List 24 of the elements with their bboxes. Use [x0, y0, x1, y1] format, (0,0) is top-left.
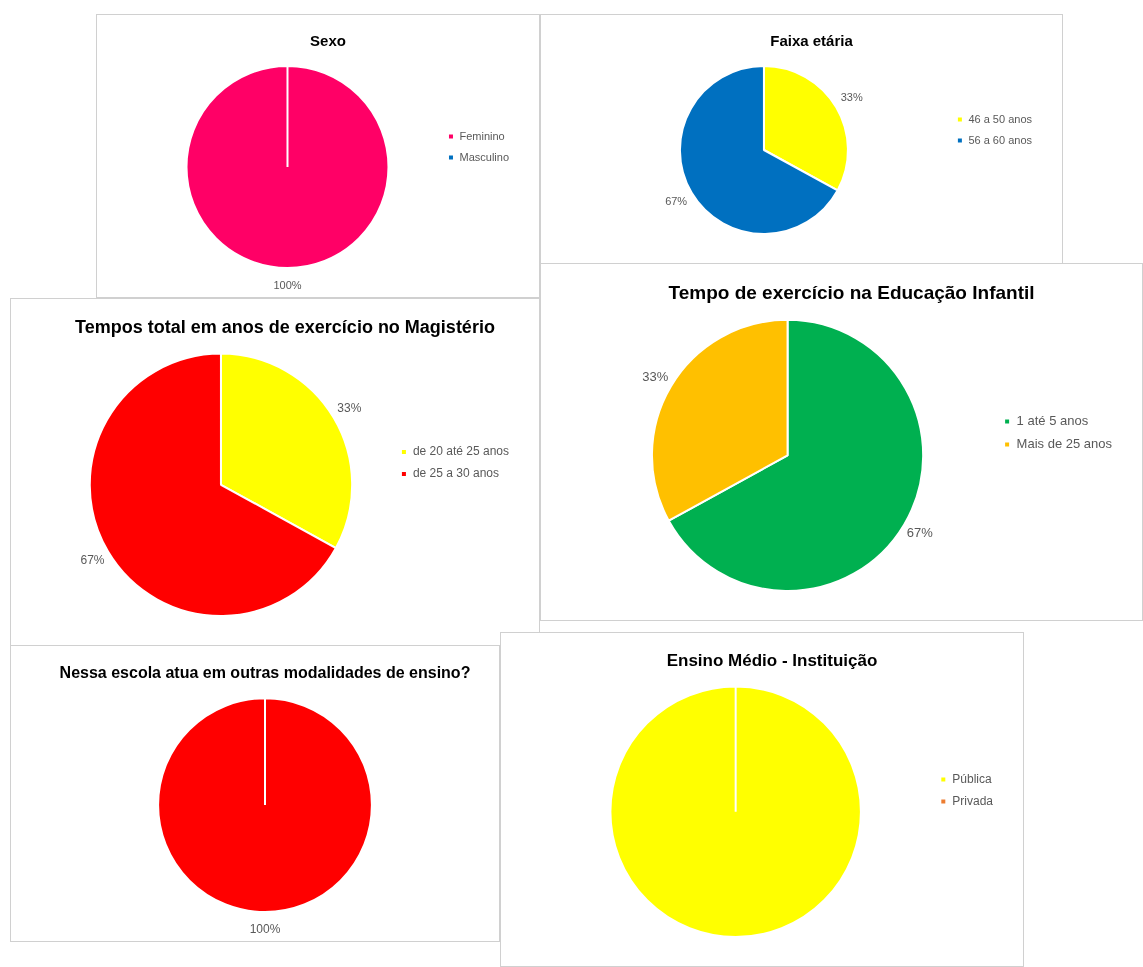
legend-label: Feminino: [459, 129, 505, 142]
chart-title: Ensino Médio - Instituição: [666, 650, 878, 670]
data-label: 33%: [642, 368, 669, 384]
data-label: 33%: [337, 401, 362, 416]
data-label: 100%: [273, 279, 302, 292]
data-label: 67%: [665, 194, 688, 207]
legend-label: 1 até 5 anos: [1016, 413, 1089, 429]
legend-label: 46 a 50 anos: [968, 112, 1033, 125]
legend-label: de 20 até 25 anos: [412, 444, 510, 459]
data-label: 67%: [80, 553, 105, 568]
data-label: 33%: [840, 91, 863, 104]
legend-label: Masculino: [459, 150, 510, 163]
legend-label: 56 a 60 anos: [968, 133, 1033, 146]
data-label: 67%: [906, 525, 934, 541]
legend-label: de 25 a 30 anos: [412, 466, 499, 481]
legend-label: Mais de 25 anos: [1016, 436, 1113, 452]
data-label: 100%: [249, 922, 281, 937]
chart-title: Sexo: [310, 32, 346, 50]
legend-label: Pública: [952, 771, 992, 786]
chart-title: Tempo de exercício na Educação Infantil: [668, 281, 1035, 303]
chart-title: Faixa etária: [770, 32, 854, 50]
legend-label: Privada: [952, 793, 994, 808]
chart-title: Nessa escola atua em outras modalidades de ensino?: [59, 664, 471, 682]
chart-title: Tempos total em anos de exercício no Magistério: [75, 316, 495, 337]
